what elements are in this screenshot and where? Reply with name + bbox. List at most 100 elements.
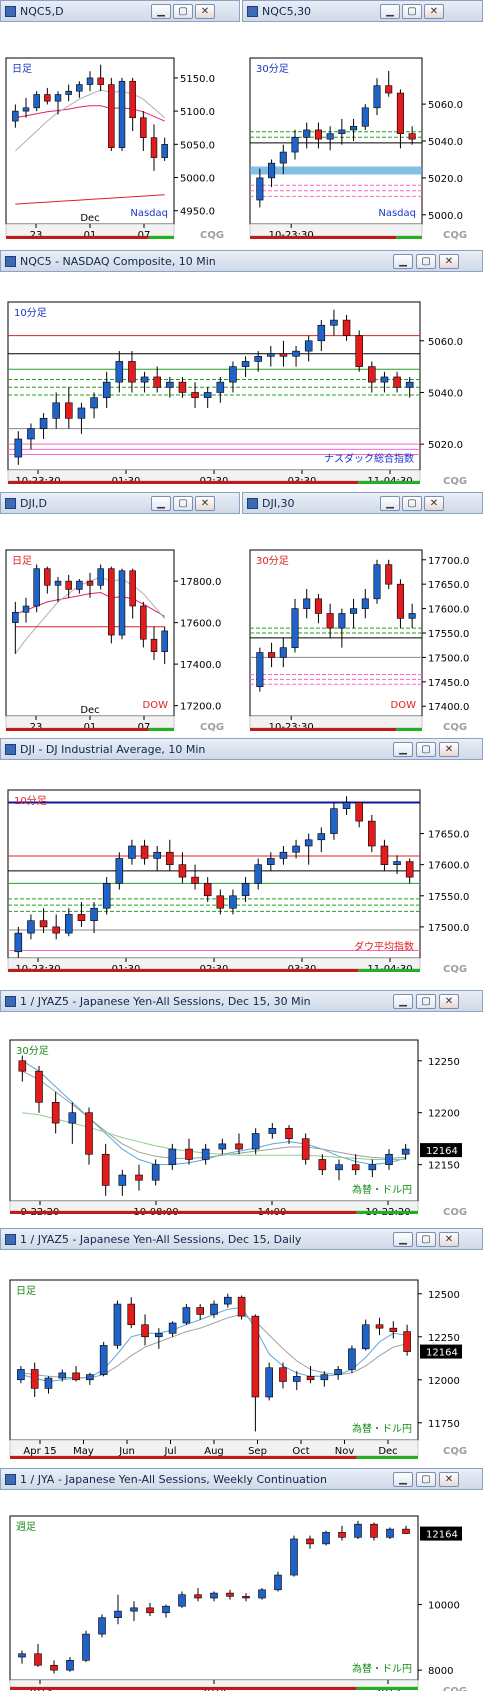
title-bar[interactable]: DJI,D ▁ ▢ ✕ (0, 492, 240, 514)
candle (115, 351, 124, 393)
title-bar[interactable]: NQC5 - NASDAQ Composite, 10 Min ▁ ▢ ✕ (0, 250, 483, 272)
window-nqc5-30min: NQC5,30 ▁ ▢ ✕ 5060.0 5040.0 5020.0 5000.0 30… (242, 0, 483, 240)
candle (129, 568, 136, 619)
chart-dji-daily[interactable]: 17800.0 17600.0 17400.0 17200.0 日足 DOW 23 01 07 D… (0, 514, 240, 732)
candle-body (27, 428, 35, 440)
minimize-button[interactable]: ▁ (393, 994, 413, 1009)
window-title: 1 / JYAZ5 - Japanese Yen-All Sessions, D… (20, 1233, 302, 1246)
candle (322, 1530, 330, 1546)
close-button[interactable]: ✕ (439, 742, 459, 757)
candle-body (201, 1148, 210, 1160)
title-bar[interactable]: NQC5,D ▁ ▢ ✕ (0, 0, 240, 22)
candle-body (98, 1617, 106, 1635)
close-button[interactable]: ✕ (424, 496, 444, 511)
candle (130, 1601, 138, 1621)
close-button[interactable]: ✕ (439, 1232, 459, 1247)
candle (335, 1159, 343, 1181)
close-button[interactable]: ✕ (424, 4, 444, 19)
maximize-button[interactable]: ▢ (173, 4, 193, 19)
window-icon (5, 1234, 16, 1245)
minimize-button[interactable]: ▁ (393, 742, 413, 757)
title-bar[interactable]: 1 / JYA - Japanese Yen-All Sessions, Wee… (0, 1468, 483, 1490)
candle-body (216, 895, 225, 909)
candle (12, 601, 19, 654)
cqg-watermark: CQG (443, 230, 467, 240)
maximize-button[interactable]: ▢ (416, 742, 436, 757)
candle (385, 70, 393, 97)
title-bar[interactable]: NQC5,30 ▁ ▢ ✕ (242, 0, 483, 22)
close-button[interactable]: ✕ (439, 254, 459, 269)
candle-body (258, 1589, 266, 1599)
minimize-button[interactable]: ▁ (151, 4, 171, 19)
minimize-button[interactable]: ▁ (393, 1472, 413, 1487)
minimize-icon: ▁ (399, 996, 407, 1007)
chart-dji-30min[interactable]: 17700.0 17650.0 17600.0 17550.0 17500.0 17450… (242, 514, 483, 732)
candle (268, 1123, 277, 1139)
minimize-button[interactable]: ▁ (393, 254, 413, 269)
maximize-button[interactable]: ▢ (416, 994, 436, 1009)
candle (86, 1372, 94, 1385)
candle (351, 1154, 360, 1176)
y-tick-label: 17200.0 (180, 702, 221, 713)
candle (99, 1341, 108, 1377)
chart-jyaz5-30min[interactable]: 1225012200121501216430分足為替・ドル円9-22:2010-… (0, 1012, 483, 1215)
title-bar[interactable]: 1 / JYAZ5 - Japanese Yen-All Sessions, D… (0, 990, 483, 1012)
candle-body (304, 340, 313, 352)
candle-body (268, 1127, 277, 1134)
candle (301, 1133, 310, 1165)
maximize-icon: ▢ (421, 744, 431, 755)
candle-body (342, 319, 351, 336)
minimize-icon: ▁ (399, 744, 407, 755)
candle (251, 1314, 260, 1432)
candle-body (380, 845, 389, 865)
candle-body (86, 77, 94, 85)
candle-body (396, 583, 404, 619)
close-button[interactable]: ✕ (195, 496, 215, 511)
candle (201, 1143, 210, 1165)
window-icon (5, 6, 16, 17)
chart-nqc5-30min[interactable]: 5060.0 5040.0 5020.0 5000.0 30分足 Nasdaq 10-23:… (242, 22, 483, 240)
candle (318, 1154, 327, 1176)
candle-body (351, 1164, 360, 1171)
minimize-button[interactable]: ▁ (393, 1232, 413, 1247)
candle (393, 855, 401, 874)
maximize-button[interactable]: ▢ (416, 254, 436, 269)
candle (150, 626, 158, 660)
minimize-button[interactable]: ▁ (380, 4, 400, 19)
close-button[interactable]: ✕ (195, 4, 215, 19)
title-bar[interactable]: 1 / JYAZ5 - Japanese Yen-All Sessions, D… (0, 1228, 483, 1250)
candle (39, 413, 48, 439)
maximize-button[interactable]: ▢ (402, 4, 422, 19)
candle (97, 564, 104, 590)
candle (178, 1591, 186, 1608)
title-bar[interactable]: DJI,30 ▁ ▢ ✕ (242, 492, 483, 514)
maximize-button[interactable]: ▢ (416, 1472, 436, 1487)
close-button[interactable]: ✕ (439, 994, 459, 1009)
candle-body (350, 125, 358, 131)
title-bar[interactable]: DJI - DJ Industrial Average, 10 Min ▁ ▢ … (0, 738, 483, 760)
candle-body (33, 94, 40, 109)
window-jyaz5-daily: 1 / JYAZ5 - Japanese Yen-All Sessions, D… (0, 1228, 483, 1460)
minimize-icon: ▁ (157, 6, 165, 17)
source-label: 為替・ドル円 (352, 1183, 412, 1196)
candle (30, 1362, 39, 1397)
y-tick-label: 5000.0 (180, 174, 215, 185)
minimize-button[interactable]: ▁ (380, 496, 400, 511)
window-title: NQC5,30 (262, 5, 312, 18)
chart-nqc5-daily[interactable]: 5150.0 5100.0 5050.0 5000.0 4950.0 日足 Nasdaq 23… (0, 22, 240, 240)
candle (150, 124, 158, 171)
minimize-button[interactable]: ▁ (151, 496, 171, 511)
maximize-button[interactable]: ▢ (173, 496, 193, 511)
timeframe-label: 30分足 (16, 1045, 49, 1057)
candle-body (27, 920, 35, 934)
maximize-button[interactable]: ▢ (416, 1232, 436, 1247)
candle-body (101, 1153, 110, 1186)
maximize-button[interactable]: ▢ (402, 496, 422, 511)
candle-body (350, 608, 358, 614)
close-button[interactable]: ✕ (439, 1472, 459, 1487)
candle (33, 564, 40, 613)
